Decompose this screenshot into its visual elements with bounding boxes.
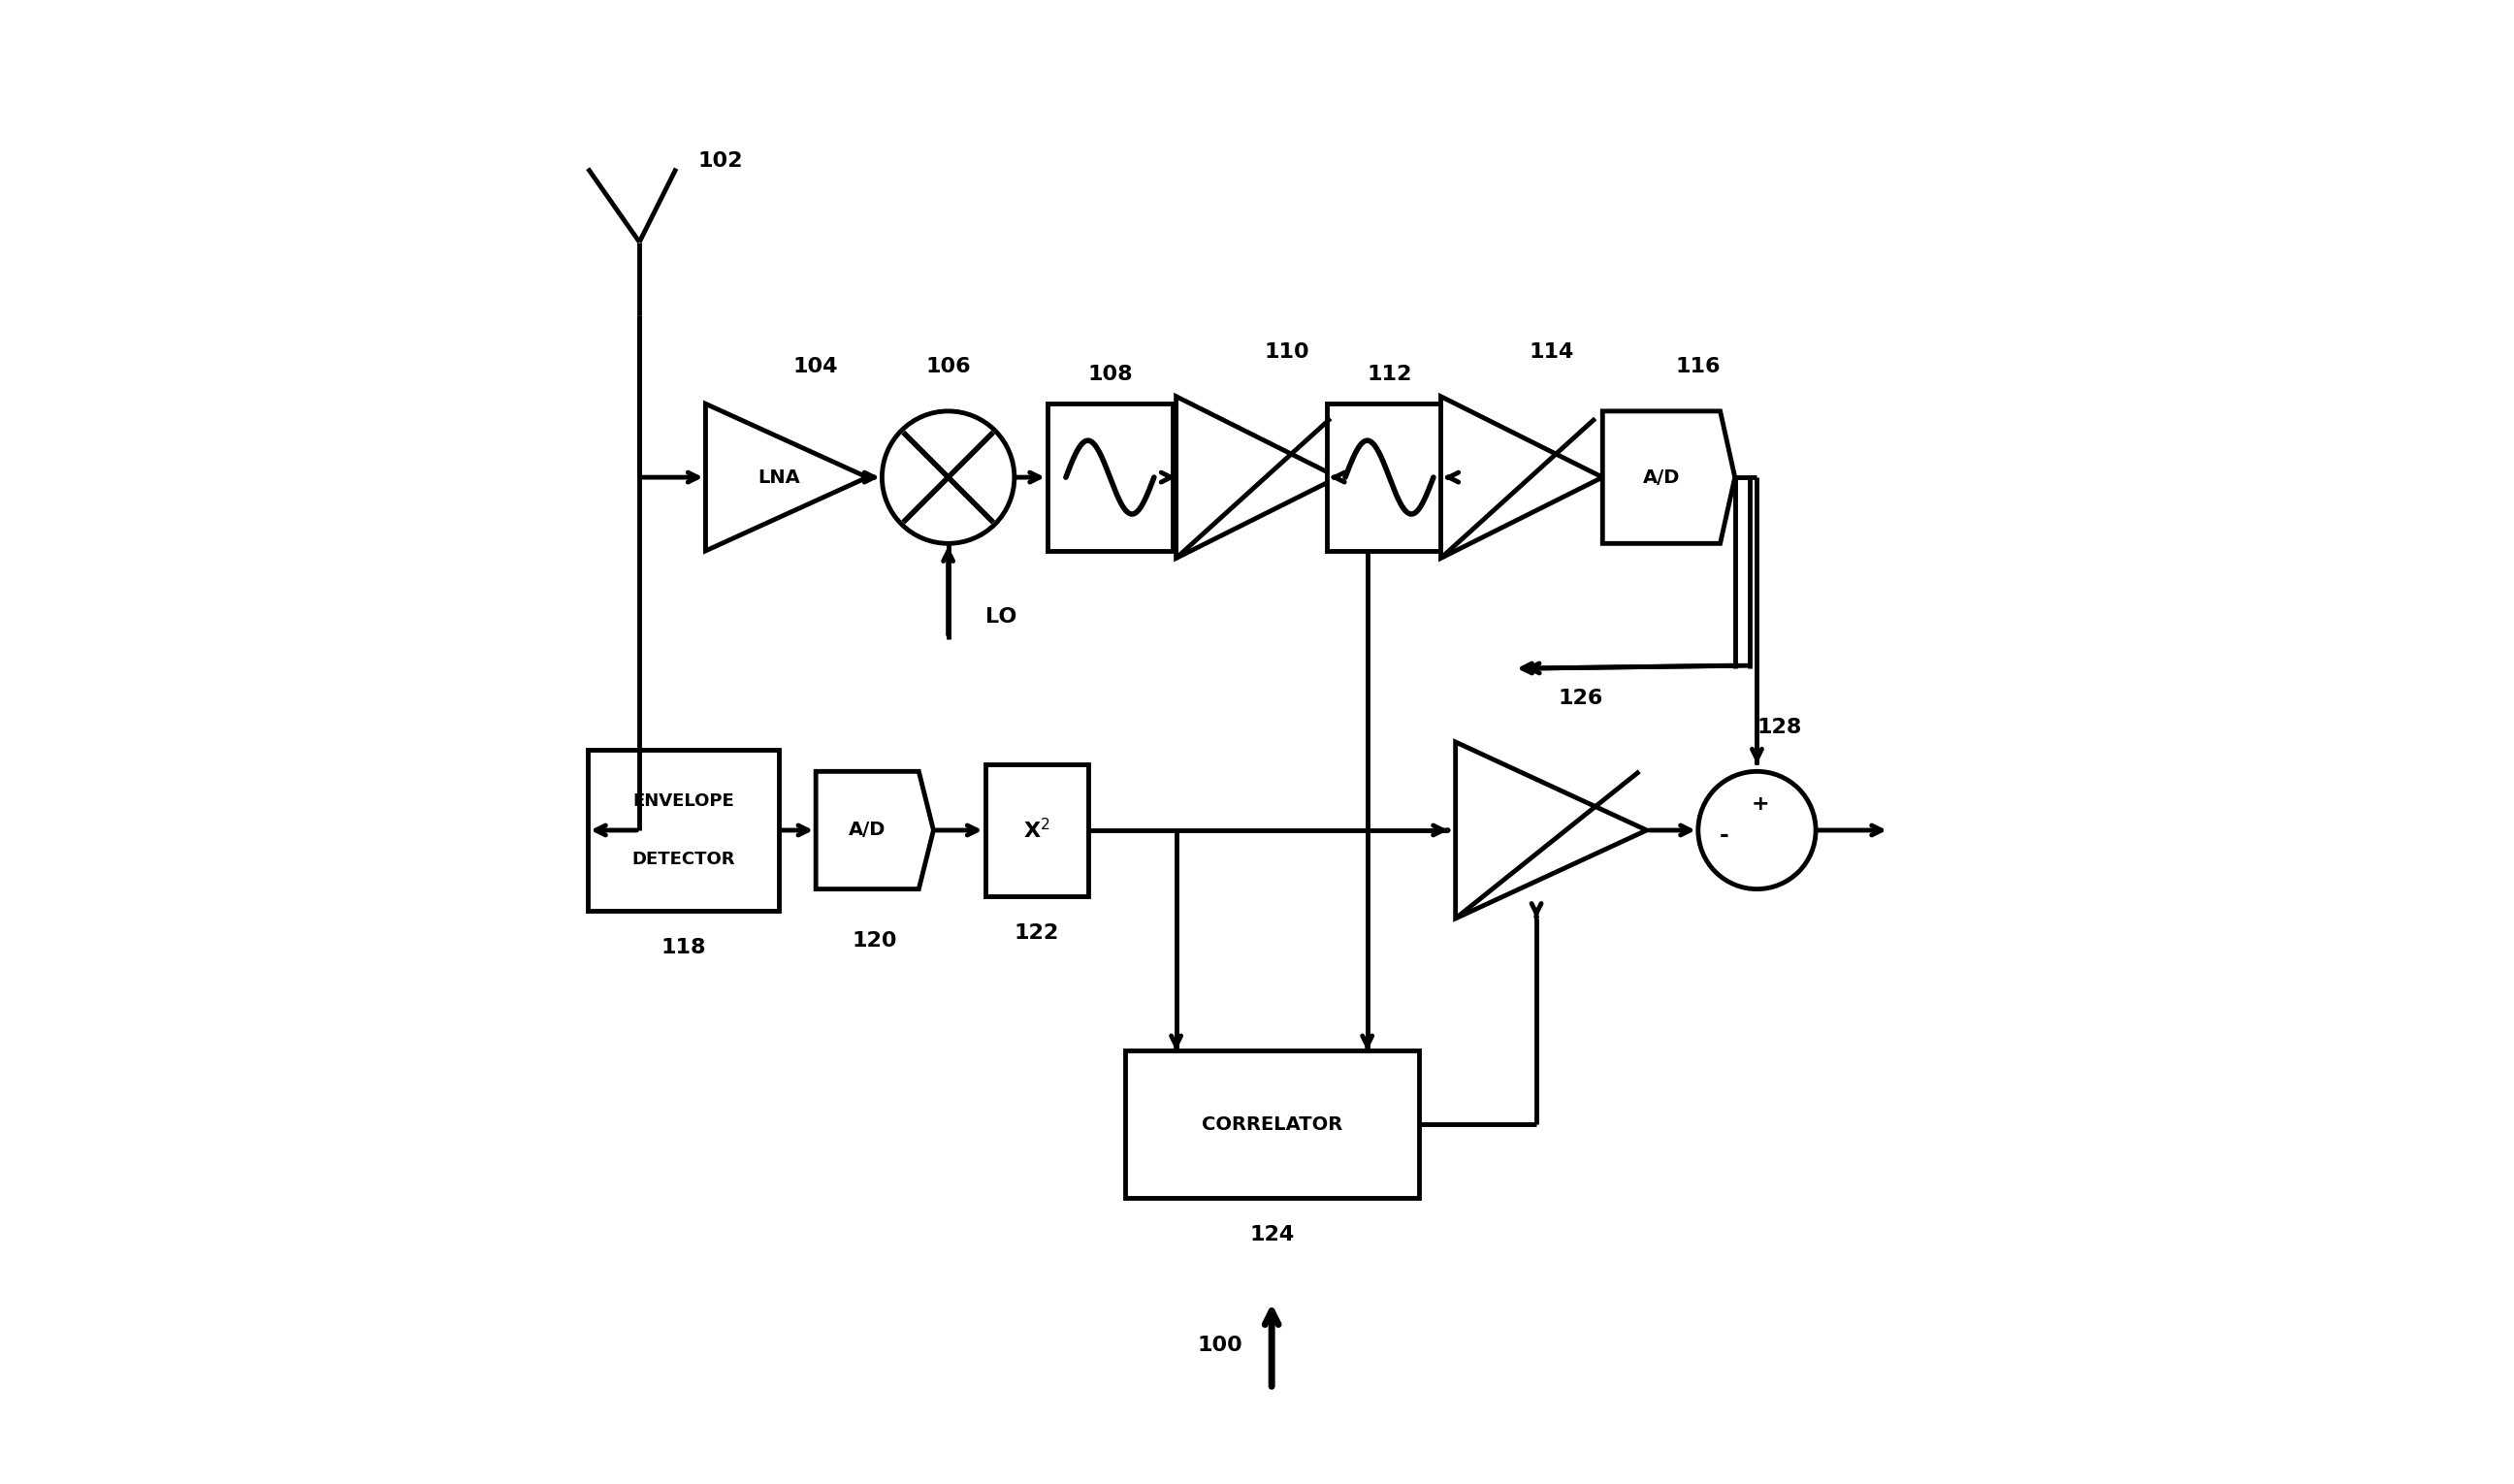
Text: 128: 128 <box>1757 718 1803 738</box>
Bar <box>985 764 1089 896</box>
Text: +: + <box>1750 794 1770 813</box>
Text: 100: 100 <box>1197 1336 1242 1355</box>
Bar <box>1124 1051 1418 1198</box>
Text: DETECTOR: DETECTOR <box>631 850 734 868</box>
Polygon shape <box>1441 396 1601 558</box>
Bar <box>1327 404 1453 551</box>
Text: 118: 118 <box>661 938 706 957</box>
Text: 122: 122 <box>1013 923 1058 942</box>
Text: 116: 116 <box>1677 358 1720 377</box>
Text: -: - <box>1720 824 1730 846</box>
Text: A/D: A/D <box>850 821 885 840</box>
Text: 112: 112 <box>1368 365 1413 384</box>
Text: CORRELATOR: CORRELATOR <box>1202 1114 1342 1134</box>
Polygon shape <box>1177 396 1337 558</box>
Text: 106: 106 <box>925 358 970 377</box>
Text: LNA: LNA <box>757 467 799 487</box>
Text: 110: 110 <box>1265 343 1310 362</box>
Bar <box>1048 404 1172 551</box>
Text: X$^{2}$: X$^{2}$ <box>1023 818 1051 843</box>
Text: 124: 124 <box>1249 1224 1295 1244</box>
Bar <box>588 749 779 911</box>
Text: 104: 104 <box>794 358 837 377</box>
Circle shape <box>1697 772 1815 889</box>
Polygon shape <box>1456 742 1647 919</box>
Circle shape <box>882 411 1013 543</box>
Text: LO: LO <box>985 607 1016 626</box>
Text: 114: 114 <box>1529 343 1574 362</box>
Text: 102: 102 <box>699 151 742 171</box>
Polygon shape <box>706 404 867 551</box>
Text: ENVELOPE: ENVELOPE <box>634 792 734 810</box>
Text: 108: 108 <box>1089 365 1134 384</box>
Polygon shape <box>1601 411 1735 543</box>
Text: 120: 120 <box>852 930 897 950</box>
Text: 126: 126 <box>1559 689 1604 708</box>
Polygon shape <box>817 772 933 889</box>
Text: A/D: A/D <box>1642 467 1679 487</box>
